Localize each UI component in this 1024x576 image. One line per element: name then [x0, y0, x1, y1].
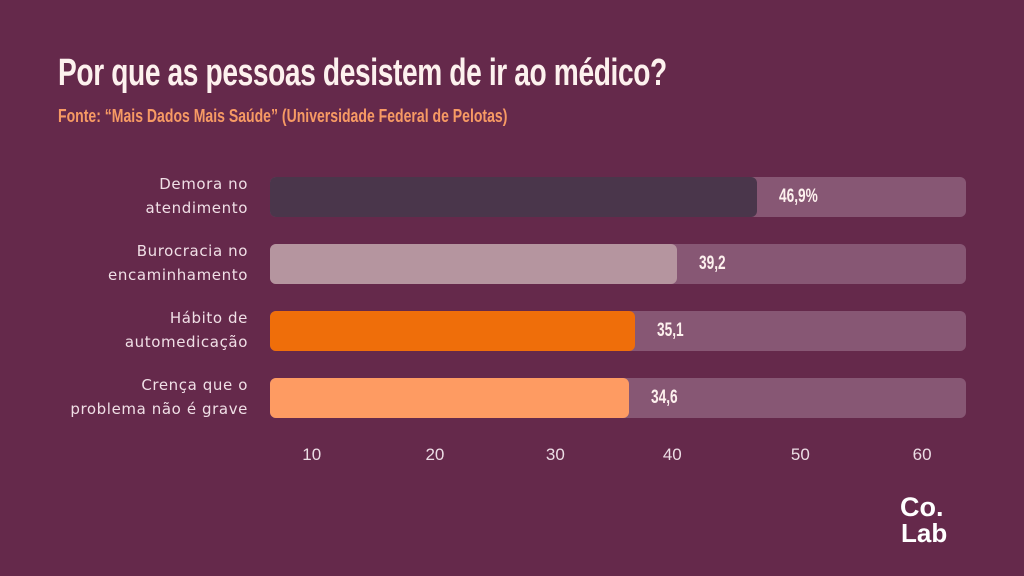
category-label-line: Crença que o — [141, 376, 248, 394]
x-tick-label: 20 — [425, 445, 445, 464]
x-tick-label: 60 — [912, 445, 932, 464]
bar-value-label: 35,1 — [656, 320, 684, 341]
bar-track: 46,9% — [270, 177, 966, 217]
chart-title: Por que as pessoas desistem de ir ao méd… — [58, 52, 667, 94]
category-label: Crença que o problema não é grave — [28, 373, 248, 421]
bar-track: 39,2 — [270, 244, 966, 284]
bar — [270, 378, 630, 418]
chart-subtitle: Fonte: “Mais Dados Mais Saúde” (Universi… — [58, 106, 508, 126]
logo-line1: Co. — [900, 492, 944, 522]
bar — [270, 311, 635, 351]
colab-logo-icon: Co. Lab — [900, 492, 947, 544]
bar-value-label: 39,2 — [699, 253, 726, 274]
x-tick-label: 30 — [545, 445, 565, 464]
bar-value-label: 34,6 — [651, 387, 679, 408]
bar-track: 35,1 — [270, 311, 966, 351]
category-label-line: Demora no — [159, 175, 248, 193]
x-tick-label: 40 — [662, 445, 682, 464]
category-label-line: Hábito de — [169, 309, 248, 327]
category-label-line: problema não é grave — [70, 400, 248, 418]
x-tick-label: 50 — [790, 445, 810, 464]
category-label: Demora no atendimento — [28, 172, 248, 220]
category-label-line: Burocracia no — [136, 242, 248, 260]
bar-value-label: 46,9% — [779, 186, 818, 207]
bar — [270, 177, 758, 217]
logo-line2: Lab — [901, 518, 947, 544]
bar-track: 34,6 — [270, 378, 966, 418]
x-tick-label: 10 — [302, 445, 322, 464]
category-label-line: automedicação — [124, 333, 248, 351]
category-label: Burocracia no encaminhamento — [28, 239, 248, 287]
category-label: Hábito de automedicação — [28, 306, 248, 354]
category-label-line: atendimento — [145, 199, 248, 217]
bar — [270, 244, 678, 284]
category-label-line: encaminhamento — [108, 266, 248, 284]
